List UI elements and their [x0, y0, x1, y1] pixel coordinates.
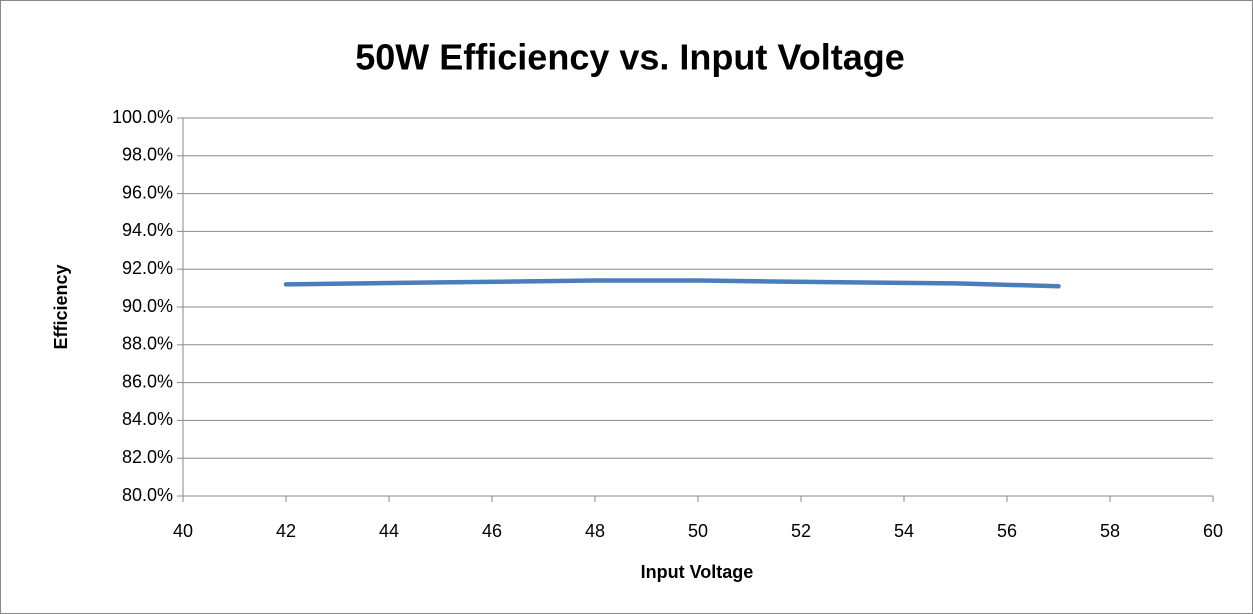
y-tick-label: 88.0%	[122, 334, 173, 354]
x-tick-label: 54	[894, 521, 914, 541]
y-tick-label: 84.0%	[122, 409, 173, 429]
y-tick-label: 94.0%	[122, 220, 173, 240]
x-tick-label: 44	[379, 521, 399, 541]
x-tick-label: 50	[688, 521, 708, 541]
y-tick-label: 98.0%	[122, 145, 173, 165]
y-axis-title: Efficiency	[51, 264, 71, 349]
x-tick-label: 52	[791, 521, 811, 541]
x-tick-label: 58	[1100, 521, 1120, 541]
x-tick-label: 56	[997, 521, 1017, 541]
y-tick-label: 80.0%	[122, 485, 173, 505]
x-tick-label: 48	[585, 521, 605, 541]
x-tick-label: 46	[482, 521, 502, 541]
y-tick-label: 100.0%	[112, 107, 173, 127]
y-tick-label: 90.0%	[122, 296, 173, 316]
y-tick-label: 82.0%	[122, 447, 173, 467]
chart-title: 50W Efficiency vs. Input Voltage	[355, 37, 904, 78]
x-tick-label: 40	[173, 521, 193, 541]
line-series	[283, 278, 1061, 289]
y-tick-label: 92.0%	[122, 258, 173, 278]
x-axis-title: Input Voltage	[641, 562, 754, 582]
y-tick-label: 86.0%	[122, 371, 173, 391]
y-tick-label: 96.0%	[122, 182, 173, 202]
x-tick-label: 42	[276, 521, 296, 541]
x-tick-label: 60	[1203, 521, 1223, 541]
